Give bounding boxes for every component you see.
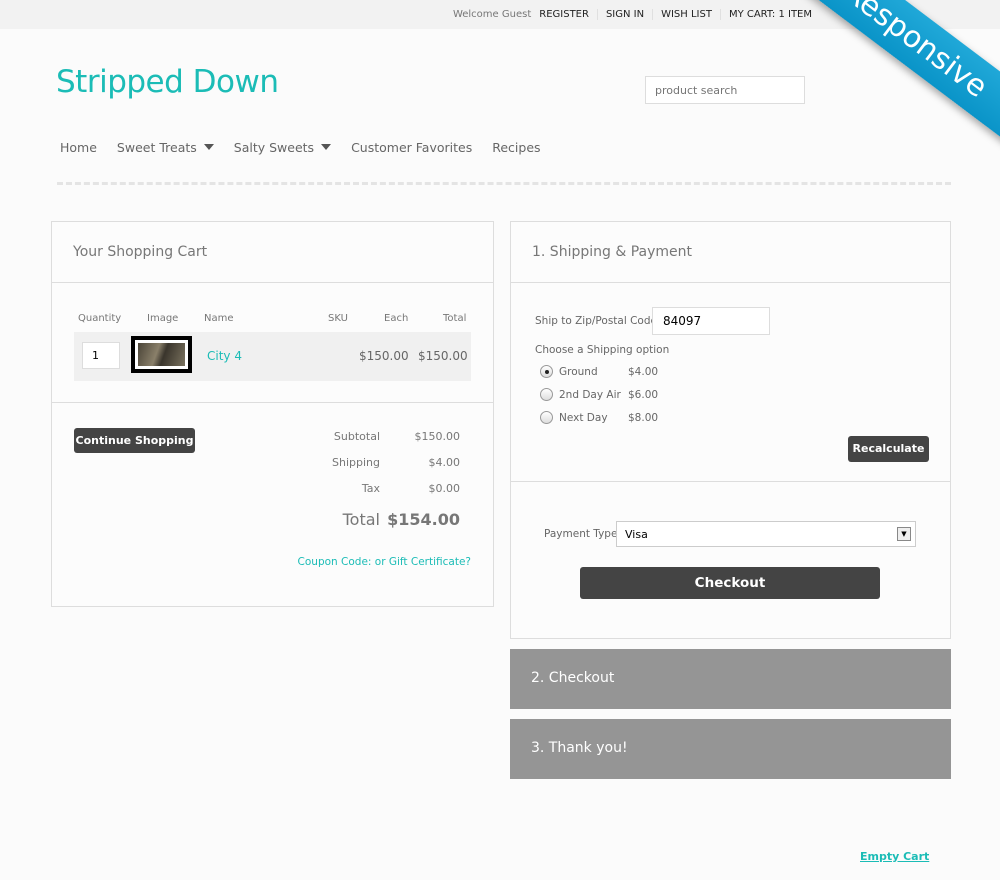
option-name: Ground [559,366,598,378]
recalculate-button[interactable]: Recalculate [848,436,929,462]
step-checkout[interactable]: 2. Checkout [510,649,951,709]
radio-ground[interactable] [540,365,553,378]
nav-sweet-treats[interactable]: Sweet Treats [117,140,214,155]
subtotal-value: $150.00 [414,430,461,443]
shipping-option-label: Choose a Shipping option [535,344,670,356]
option-name: Next Day [559,412,608,424]
divider [511,481,950,482]
main-nav: Home Sweet Treats Salty Sweets Customer … [60,140,541,155]
quantity-input[interactable] [82,342,120,369]
wish-list-link[interactable]: WISH LIST [652,9,720,20]
item-total: $150.00 [418,349,468,363]
zip-label: Ship to Zip/Postal Code [535,315,657,327]
sign-in-link[interactable]: SIGN IN [596,9,652,20]
coupon-link[interactable]: Coupon Code: or Gift Certificate? [297,556,471,568]
table-row: City 4 $150.00 $150.00 [74,332,471,381]
divider [57,182,951,185]
continue-shopping-button[interactable]: Continue Shopping [74,428,195,453]
radio-2nd-day-air[interactable] [540,388,553,401]
nav-customer-favorites[interactable]: Customer Favorites [351,140,473,155]
option-name: 2nd Day Air [559,389,621,401]
col-quantity: Quantity [78,313,122,324]
tax-value: $0.00 [428,482,461,495]
col-sku: SKU [328,313,348,324]
nav-salty-sweets[interactable]: Salty Sweets [234,140,331,155]
nav-home[interactable]: Home [60,140,97,155]
radio-next-day[interactable] [540,411,553,424]
shipping-title: 1. Shipping & Payment [511,222,950,283]
empty-cart-link[interactable]: Empty Cart [860,850,930,863]
welcome-text: Welcome Guest [452,9,532,20]
shipping-payment-panel: 1. Shipping & Payment Ship to Zip/Postal… [510,221,951,639]
step-thank-you[interactable]: 3. Thank you! [510,719,951,779]
register-link[interactable]: REGISTER [539,9,589,20]
col-image: Image [147,313,179,324]
shipping-value: $4.00 [428,456,461,469]
option-price: $4.00 [628,366,659,378]
logo[interactable]: Stripped Down [56,64,279,100]
shipping-label: Shipping [332,456,380,469]
zip-input[interactable] [652,307,770,335]
shopping-cart-panel: Your Shopping Cart Quantity Image Name S… [51,221,494,607]
col-total: Total [443,313,467,324]
payment-type-select[interactable]: Visa ▼ [616,521,916,547]
option-price: $6.00 [628,389,659,401]
checkout-button[interactable]: Checkout [580,567,880,599]
subtotal-label: Subtotal [333,430,380,443]
tax-label: Tax [361,482,380,495]
divider [52,402,493,403]
item-each: $150.00 [359,349,409,363]
total-label: Total [342,510,380,529]
option-price: $8.00 [628,412,659,424]
nav-recipes[interactable]: Recipes [492,140,541,155]
search-input[interactable] [645,76,805,104]
cart-title: Your Shopping Cart [52,222,493,283]
product-name-link[interactable]: City 4 [207,349,242,363]
total-value: $154.00 [387,510,460,529]
col-name: Name [204,313,234,324]
payment-type-label: Payment Type [544,528,618,540]
cart-link[interactable]: MY CART: 1 ITEM [719,9,820,20]
chevron-down-icon[interactable]: ▼ [897,527,911,541]
product-image[interactable] [131,336,192,373]
payment-type-value: Visa [625,528,648,541]
col-each: Each [384,313,409,324]
